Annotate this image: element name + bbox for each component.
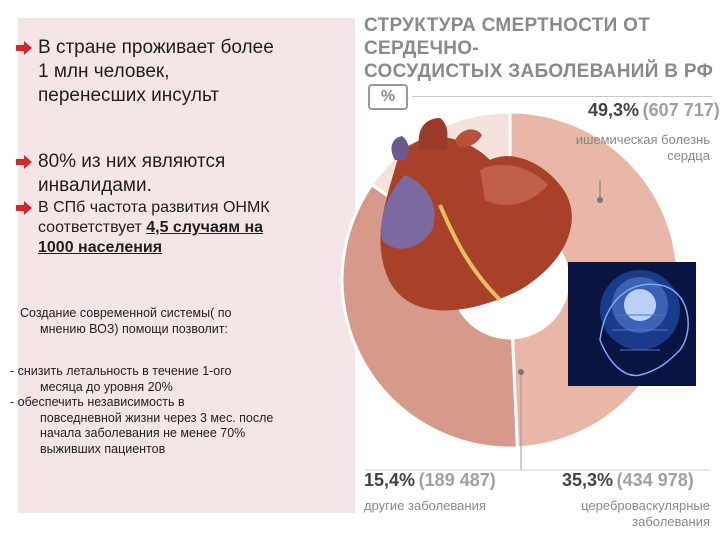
- goal-1-line-1: - снизить летальность в течение 1-ого: [10, 364, 232, 378]
- bullet-1-line-2: 1 млн человек,: [38, 61, 170, 82]
- bullet-3-line-3: 1000 населения: [38, 239, 163, 256]
- bullet-3-line-2: соответствует 4,5 случаям на: [38, 218, 336, 238]
- bullet-spb-incidence: В СПб частота развития ОНМК соответствуе…: [6, 198, 336, 258]
- left-text-panel: [18, 18, 355, 513]
- bullet-2-line-2: инвалидами.: [38, 175, 152, 196]
- slice-label-cerebro: 35,3% (434 978): [562, 470, 694, 490]
- red-arrow-icon: [16, 155, 32, 169]
- slice-name-other: другие заболевания: [364, 498, 486, 513]
- percent-unit-badge: %: [368, 84, 408, 110]
- goal-1-line-2: месяца до уровня 20%: [40, 379, 173, 394]
- divider: [412, 96, 712, 97]
- slice-name-ischemic-line-2: сердца: [667, 148, 710, 163]
- red-arrow-icon: [16, 201, 32, 215]
- slice-name-ischemic-line-1: ишемическая болезнь: [575, 132, 710, 147]
- bullet-1-line-1: В стране проживает более: [38, 37, 274, 58]
- bullet-3-line-2b: 4,5 случаям на: [146, 219, 264, 236]
- slice-percent-cerebro: 35,3%: [562, 470, 614, 490]
- slice-percent-ischemic: 49,3%: [588, 100, 640, 120]
- bullet-2-line-1: 80% из них являются: [38, 151, 226, 172]
- goal-2-line-1: - обеспечить независимость в: [10, 395, 185, 409]
- slice-label-ischemic: 49,3% (607 717): [588, 100, 720, 120]
- slice-name-cerebro-line-1: цереброваскулярные: [581, 498, 710, 513]
- goals-list: - снизить летальность в течение 1-ого ме…: [10, 364, 340, 457]
- heart-illustration: [380, 118, 572, 311]
- bullet-3-line-1: В СПб частота развития ОНМК: [38, 199, 270, 216]
- who-note-line-1: Создание современной системы( по: [20, 306, 232, 320]
- goal-2-line-2: повседневной жизни через 3 мес. после: [40, 410, 274, 425]
- goal-2-line-3: начала заболевания не менее 70%: [40, 426, 246, 440]
- chart-title: СТРУКТУРА СМЕРТНОСТИ ОТ СЕРДЕЧНО- СОСУДИ…: [364, 14, 720, 83]
- who-note: Создание современной системы( по мнению …: [20, 306, 320, 337]
- bullet-stroke-survivors: В стране проживает более 1 млн человек, …: [6, 36, 336, 108]
- red-arrow-icon: [16, 41, 32, 55]
- slice-label-other: 15,4% (189 487): [364, 470, 496, 490]
- who-note-line-2: мнению ВОЗ) помощи позволит:: [40, 321, 228, 336]
- slice-count-ischemic: (607 717): [642, 100, 720, 120]
- slice-name-ischemic: ишемическая болезнь сердца: [540, 132, 710, 164]
- slice-count-cerebro: (434 978): [616, 470, 694, 490]
- slice-count-other: (189 487): [418, 470, 496, 490]
- slice-name-cerebro: цереброваскулярные заболевания: [540, 498, 710, 530]
- bullet-1-line-3: перенесших инсульт: [38, 85, 220, 106]
- chart-title-line-2: СОСУДИСТЫХ ЗАБОЛЕВАНИЙ В РФ: [364, 61, 714, 82]
- brain-illustration: [568, 262, 696, 386]
- slice-name-cerebro-line-2: заболевания: [632, 514, 710, 529]
- bullet-disabled: 80% из них являются инвалидами.: [6, 150, 336, 198]
- bullet-3-line-2a: соответствует: [38, 219, 147, 236]
- slice-percent-other: 15,4%: [364, 470, 416, 490]
- chart-title-line-1: СТРУКТУРА СМЕРТНОСТИ ОТ СЕРДЕЧНО-: [364, 15, 651, 59]
- goal-2-line-4: выживших пациентов: [40, 441, 166, 456]
- leader-lines: [365, 180, 710, 471]
